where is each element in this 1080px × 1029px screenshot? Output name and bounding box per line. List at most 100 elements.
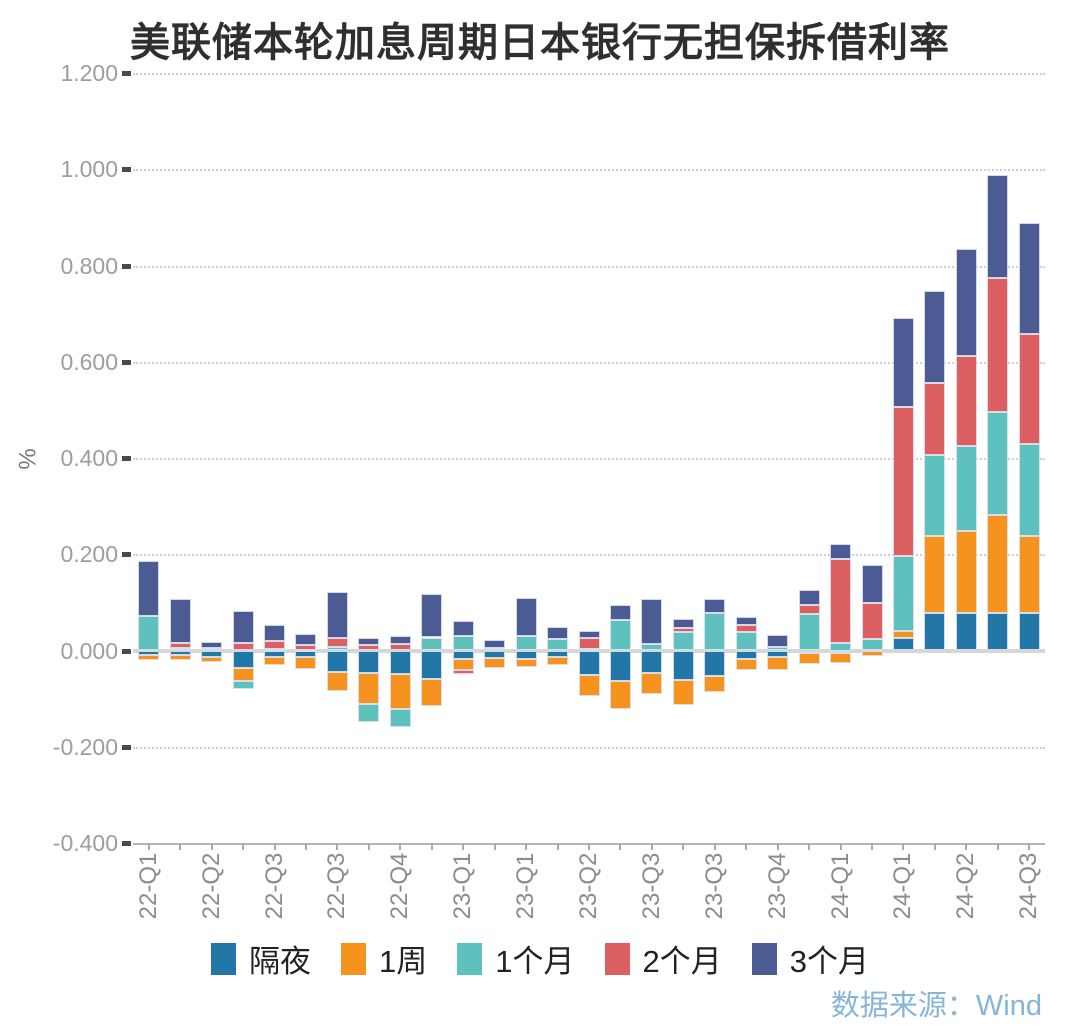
legend-item-2month: 2个月	[604, 936, 722, 981]
bar-segment-隔夜	[452, 650, 474, 659]
bar-segment-1个月	[672, 632, 694, 651]
bar-segment-1个月	[830, 643, 852, 651]
bar-segment-1周	[138, 655, 160, 661]
bar-segment-1个月	[264, 648, 286, 651]
bar-segment-1个月	[358, 704, 380, 722]
bar-segment-1个月	[861, 639, 883, 651]
bar-month-20	[735, 73, 757, 843]
x-tick-label: 22-Q1	[134, 852, 162, 920]
bar-month-26	[924, 73, 946, 843]
x-tick-mark	[273, 843, 276, 850]
bar-segment-隔夜	[578, 650, 600, 675]
bar-segment-1周	[264, 657, 286, 666]
bar-month-2	[169, 73, 191, 843]
bar-segment-1周	[892, 631, 914, 638]
bar-segment-1个月	[892, 556, 914, 632]
bar-segment-2个月	[326, 637, 348, 648]
x-tick-label: 22-Q3	[323, 852, 351, 920]
bar-month-7	[326, 73, 348, 843]
legend-swatch-2month-icon	[604, 942, 630, 975]
bar-segment-3个月	[515, 598, 537, 636]
x-tick-label: 24-Q1	[826, 852, 854, 920]
bar-segment-2个月	[264, 641, 286, 649]
bar-segment-1个月	[515, 635, 537, 651]
bar-segment-3个月	[295, 633, 317, 645]
y-tick-mark	[122, 552, 131, 558]
bar-segment-2个月	[861, 602, 883, 640]
bar-segment-1个月	[767, 646, 789, 651]
legend-label: 隔夜	[249, 944, 311, 979]
bar-month-9	[389, 73, 411, 843]
bar-month-24	[861, 73, 883, 843]
bar-segment-1个月	[484, 647, 506, 651]
x-tick-label: 23-Q4	[763, 852, 791, 920]
bar-segment-2个月	[987, 278, 1009, 413]
legend: 隔夜 1周 1个月 2个月 3个月	[0, 936, 1080, 981]
gridline	[133, 746, 1045, 749]
x-tick-mark	[745, 843, 748, 850]
y-tick-label: -0.400	[52, 830, 118, 856]
y-tick-label: 1.000	[60, 156, 118, 183]
y-tick-label: 0.000	[60, 637, 118, 664]
bar-segment-隔夜	[955, 613, 977, 651]
legend-label: 1个月	[495, 944, 575, 979]
bar-segment-2个月	[389, 644, 411, 651]
x-tick-mark	[650, 843, 653, 850]
bar-month-11	[452, 73, 474, 843]
bar-segment-1周	[861, 651, 883, 657]
legend-item-1week: 1周	[341, 936, 427, 981]
bar-segment-1个月	[578, 648, 600, 651]
bar-segment-3个月	[1018, 223, 1040, 335]
bar-segment-3个月	[169, 598, 191, 644]
x-tick-mark	[619, 843, 622, 850]
x-tick-mark	[462, 843, 465, 850]
bar-segment-隔夜	[326, 650, 348, 672]
legend-swatch-1month-icon	[457, 942, 483, 975]
y-tick-mark	[122, 71, 131, 76]
bar-segment-1周	[578, 674, 600, 697]
y-tick-mark	[122, 359, 131, 365]
bar-month-21	[767, 73, 789, 843]
bar-segment-隔夜	[987, 613, 1009, 651]
bar-segment-隔夜	[547, 650, 569, 658]
gridline	[133, 169, 1045, 172]
x-tick-mark	[556, 843, 559, 850]
y-tick-label: 1.200	[60, 60, 118, 86]
bar-segment-隔夜	[421, 650, 443, 680]
gridline	[133, 458, 1045, 460]
bar-segment-3个月	[421, 593, 443, 638]
bar-month-6	[295, 73, 317, 843]
x-tick-mark	[682, 843, 685, 850]
bar-segment-1个月	[452, 635, 474, 651]
gridline	[133, 265, 1045, 268]
bar-segment-隔夜	[358, 650, 380, 673]
x-tick-mark	[933, 843, 936, 850]
bar-segment-3个月	[484, 639, 506, 648]
bar-segment-2个月	[169, 643, 191, 648]
plot-area	[133, 73, 1045, 845]
bar-segment-3个月	[452, 620, 474, 636]
bar-segment-2个月	[672, 627, 694, 633]
legend-label: 2个月	[642, 944, 722, 979]
bar-segment-2个月	[358, 644, 380, 651]
legend-swatch-overnight-icon	[211, 942, 236, 975]
y-tick-mark	[122, 841, 131, 846]
bar-segment-3个月	[326, 591, 348, 638]
y-tick-mark	[122, 744, 131, 750]
bar-month-23	[830, 73, 852, 843]
x-tick-label: 23-Q3	[700, 852, 728, 920]
bar-segment-1周	[641, 673, 663, 695]
bar-segment-1个月	[326, 647, 348, 651]
bar-segment-3个月	[924, 290, 946, 384]
x-tick-mark	[242, 843, 245, 850]
bar-segment-1个月	[987, 412, 1009, 516]
bar-segment-3个月	[735, 617, 757, 626]
x-tick-mark	[839, 843, 842, 850]
bar-month-1	[138, 73, 160, 843]
bar-segment-1周	[1018, 536, 1040, 614]
bar-segment-隔夜	[735, 650, 757, 659]
x-tick-mark	[367, 843, 370, 850]
x-tick-label: 23-Q1	[512, 852, 540, 920]
gridline	[133, 554, 1045, 557]
